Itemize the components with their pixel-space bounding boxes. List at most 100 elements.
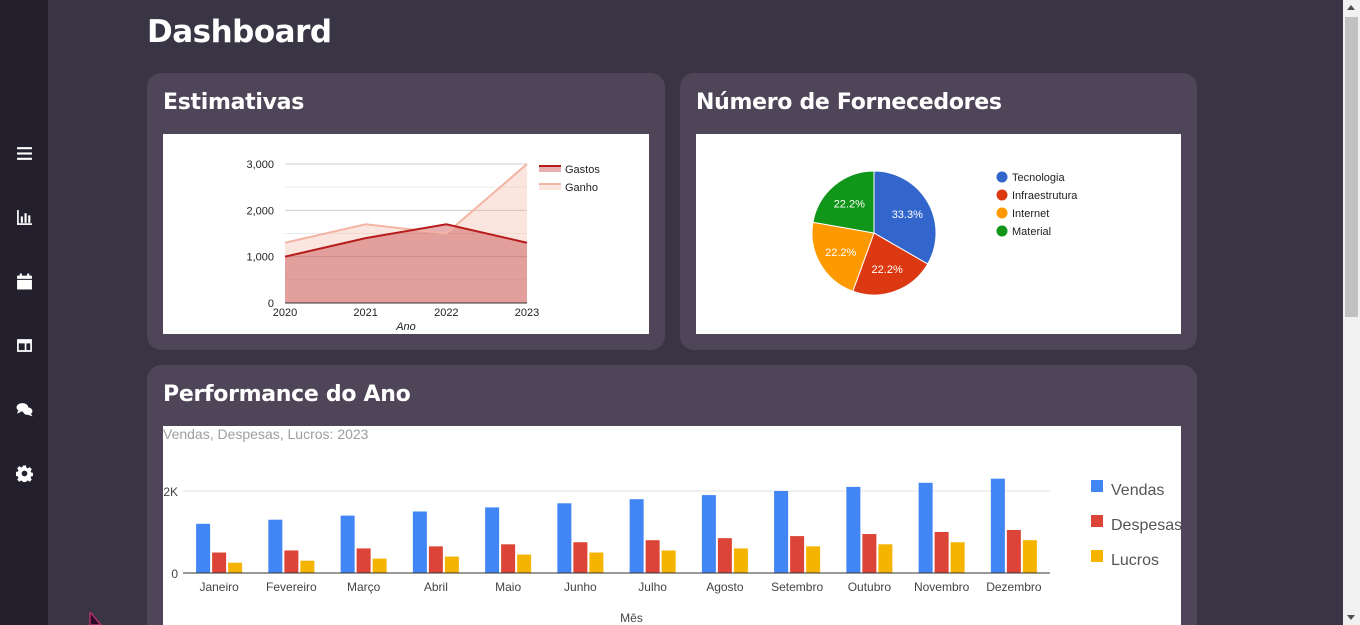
bar-despesas (284, 550, 299, 573)
legend-swatch (539, 166, 561, 172)
pie-slice-label: 22.2% (872, 264, 903, 276)
estimativas-card: Estimativas 0 1,000 2,000 3,000 2020 2021 2022… (147, 73, 665, 350)
legend-label: Material (1012, 226, 1051, 238)
y-tick-label: 2K (163, 485, 178, 499)
bar-vendas (268, 519, 283, 573)
chat-icon[interactable] (12, 397, 36, 421)
x-tick-label: 2023 (515, 307, 539, 319)
legend-dot (996, 171, 1008, 183)
calendar-icon[interactable] (12, 269, 36, 293)
bar-chart: Vendas, Despesas, Lucros: 2023 2K 0 Janeiro… (163, 426, 1182, 625)
bar-despesas (862, 534, 877, 573)
legend-label: Infraestrutura (1012, 190, 1078, 202)
pie-slice-label: 22.2% (825, 247, 856, 259)
x-tick-label: Novembro (914, 580, 970, 594)
x-tick-label: Junho (564, 580, 597, 594)
bar-despesas (501, 544, 516, 573)
bar-lucros (661, 550, 676, 573)
bar-vendas (485, 507, 500, 573)
x-tick-label: 2020 (273, 307, 297, 319)
estimativas-title: Estimativas (163, 90, 304, 115)
area-fill-ganho (285, 164, 527, 303)
x-axis-title: Ano (395, 321, 416, 333)
gear-icon[interactable] (12, 461, 36, 485)
x-tick-label: Outubro (848, 580, 892, 594)
area-line-gastos (284, 223, 528, 258)
bar-despesas (428, 546, 443, 573)
fornecedores-chart: 33.3% 22.2% 22.2% 22.2% Tecnologia Infraestru… (696, 134, 1181, 334)
x-tick-label: Agosto (706, 580, 744, 594)
menu-icon[interactable] (12, 141, 36, 165)
chart-title: Vendas, Despesas, Lucros: 2023 (163, 426, 369, 442)
bar-lucros (589, 552, 604, 573)
bar-vendas (557, 503, 572, 573)
x-tick-label: 2022 (434, 307, 458, 319)
bar-lucros (517, 554, 532, 573)
legend-swatch (539, 184, 561, 190)
bar-vendas (990, 478, 1005, 573)
estimativas-chart: 0 1,000 2,000 3,000 2020 2021 2022 2023 Ano Gasto… (163, 134, 649, 334)
bar-lucros (444, 556, 459, 573)
x-tick-label: Julho (638, 580, 667, 594)
area-line-ganho (284, 163, 528, 244)
pie-slice-label: 22.2% (834, 199, 865, 211)
x-tick-label: Janeiro (199, 580, 239, 594)
bar-lucros (878, 544, 893, 573)
pie-slice-infraestrutura (852, 232, 929, 296)
fornecedores-title: Número de Fornecedores (696, 90, 1002, 115)
bar-vendas (701, 495, 716, 573)
fornecedores-card: Número de Fornecedores 33.3% 22.2% 22.2% 22… (680, 73, 1197, 350)
pie-slice-material (812, 170, 875, 234)
bar-vendas (918, 482, 933, 573)
bar-lucros (1022, 540, 1037, 573)
y-tick-label: 2,000 (246, 205, 274, 217)
bar-despesas (645, 540, 660, 573)
pie-chart: 33.3% 22.2% 22.2% 22.2% Tecnologia Infraestru… (811, 170, 1078, 296)
performance-title: Performance do Ano (163, 382, 411, 407)
bar-chart-icon[interactable] (12, 205, 36, 229)
mouse-cursor-icon (89, 612, 102, 625)
bar-vendas (196, 523, 211, 573)
bar-vendas (774, 491, 789, 573)
x-tick-label: Março (347, 580, 381, 594)
bar-lucros (228, 562, 243, 573)
legend-label: Internet (1012, 208, 1049, 220)
legend-label: Vendas (1111, 482, 1164, 499)
performance-card: Performance do Ano Vendas, Despesas, Luc… (147, 365, 1197, 625)
performance-chart: Vendas, Despesas, Lucros: 2023 2K 0 Janeiro… (163, 426, 1182, 625)
legend-swatch (1091, 480, 1103, 492)
x-tick-label: Abril (424, 580, 448, 594)
pie-slice-internet (811, 221, 875, 292)
bar-vendas (340, 515, 355, 573)
sidebar (0, 0, 48, 625)
legend-dot (996, 207, 1008, 219)
bar-vendas (629, 499, 644, 573)
legend-swatch (1091, 550, 1103, 562)
scrollbar[interactable] (1343, 0, 1360, 625)
y-tick-label: 1,000 (246, 252, 274, 264)
y-tick-label: 0 (171, 567, 178, 581)
legend-label: Tecnologia (1012, 172, 1065, 184)
scroll-down-icon[interactable] (1347, 615, 1355, 620)
main-content: Dashboard Estimativas 0 1,000 2,000 3,000 20… (48, 0, 1343, 625)
x-axis-title: Mês (620, 611, 643, 625)
bar-lucros (372, 558, 387, 573)
bar-lucros (733, 548, 748, 573)
legend-swatch (1091, 515, 1103, 527)
layout-icon[interactable] (12, 333, 36, 357)
bar-despesas (212, 552, 227, 573)
y-tick-label: 3,000 (246, 159, 274, 171)
legend-dot (996, 225, 1008, 237)
bar-lucros (300, 560, 315, 573)
bar-despesas (790, 536, 805, 573)
pie-slice-label: 33.3% (892, 209, 923, 221)
bar-vendas (412, 511, 427, 573)
scroll-up-icon[interactable] (1347, 5, 1355, 10)
bar-despesas (934, 532, 949, 573)
area-chart: 0 1,000 2,000 3,000 2020 2021 2022 2023 Ano Gasto… (246, 159, 600, 333)
area-fill-gastos (285, 224, 527, 303)
scroll-thumb[interactable] (1345, 17, 1358, 317)
x-tick-label: Dezembro (986, 580, 1042, 594)
legend-label: Despesas (1111, 517, 1181, 534)
x-tick-label: Fevereiro (266, 580, 317, 594)
